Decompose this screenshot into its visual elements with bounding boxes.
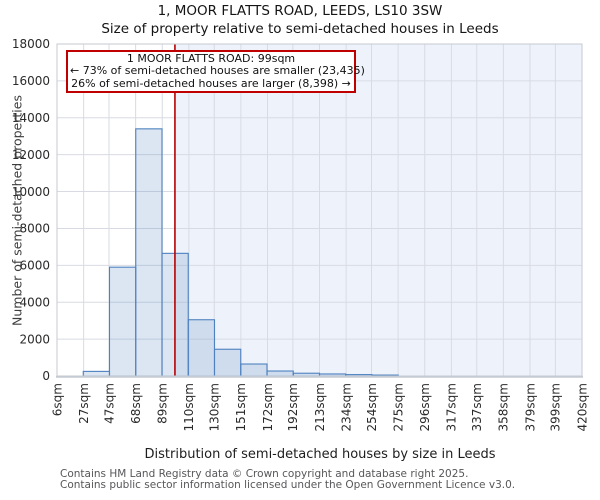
histogram-canvas: 0 2000 4000 6000 8000 10000 12000 14000 16000 180… <box>12 37 589 431</box>
x-tick-label: 192sqm <box>286 383 300 431</box>
chart-subtitle: Size of property relative to semi-detach… <box>101 21 499 37</box>
y-tick-label: 8000 <box>19 222 50 236</box>
x-tick-label: 337sqm <box>470 383 484 431</box>
x-tick-label: 27sqm <box>77 383 91 424</box>
x-tick-label: 254sqm <box>365 383 379 431</box>
x-tick-label: 317sqm <box>445 383 459 431</box>
footer-line-2: Contains public sector information licen… <box>60 479 516 491</box>
x-tick-label: 213sqm <box>313 383 327 431</box>
x-tick-label: 89sqm <box>156 383 170 424</box>
annotation-box: 1 MOOR FLATTS ROAD: 99sqm ← 73% of semi-… <box>66 50 365 93</box>
x-tick-label: 47sqm <box>102 383 116 424</box>
y-tick-label: 2000 <box>19 332 50 346</box>
x-tick-label: 358sqm <box>497 383 511 431</box>
x-tick-label: 172sqm <box>261 383 275 431</box>
histogram-bar <box>240 363 268 377</box>
x-tick-label: 6sqm <box>50 383 64 416</box>
histogram-bar <box>82 370 111 377</box>
y-tick-label: 14000 <box>12 111 50 125</box>
y-tick-label: 18000 <box>12 37 50 51</box>
x-tick-label: 110sqm <box>182 383 196 431</box>
histogram-bar <box>213 348 242 377</box>
x-tick-label: 275sqm <box>391 383 405 431</box>
x-tick-label: 68sqm <box>129 383 143 424</box>
chart-title: 1, MOOR FLATTS ROAD, LEEDS, LS10 3SW <box>157 3 443 19</box>
annotation-line-1: 1 MOOR FLATTS ROAD: 99sqm <box>126 52 296 65</box>
x-tick-label: 379sqm <box>523 383 537 431</box>
y-tick-label: 6000 <box>19 259 50 273</box>
footer-line-1: Contains HM Land Registry data © Crown c… <box>60 468 469 480</box>
histogram-bar <box>108 266 137 377</box>
x-tick-label: 399sqm <box>549 383 563 431</box>
annotation-line-2: ← 73% of semi-detached houses are smalle… <box>70 64 365 78</box>
y-tick-label: 0 <box>42 369 50 383</box>
histogram-bar <box>135 128 163 377</box>
x-tick-label: 151sqm <box>234 383 248 431</box>
shade-region <box>174 44 582 376</box>
y-tick-label: 10000 <box>12 185 50 199</box>
y-tick-label: 16000 <box>12 74 50 88</box>
x-tick-label: 130sqm <box>208 383 222 431</box>
y-tick-label: 12000 <box>12 148 50 162</box>
y-axis-title: Number of semi-detached properties <box>9 95 25 326</box>
histogram-bar <box>187 319 216 377</box>
y-tick-label: 4000 <box>19 295 50 309</box>
x-tick-label: 420sqm <box>575 383 589 431</box>
x-axis-title: Distribution of semi-detached houses by … <box>144 447 496 462</box>
histogram-bar <box>266 370 294 377</box>
x-tick-label: 296sqm <box>418 383 432 431</box>
annotation-line-3: 26% of semi-detached houses are larger (… <box>71 76 351 90</box>
x-tick-label: 234sqm <box>339 383 353 431</box>
